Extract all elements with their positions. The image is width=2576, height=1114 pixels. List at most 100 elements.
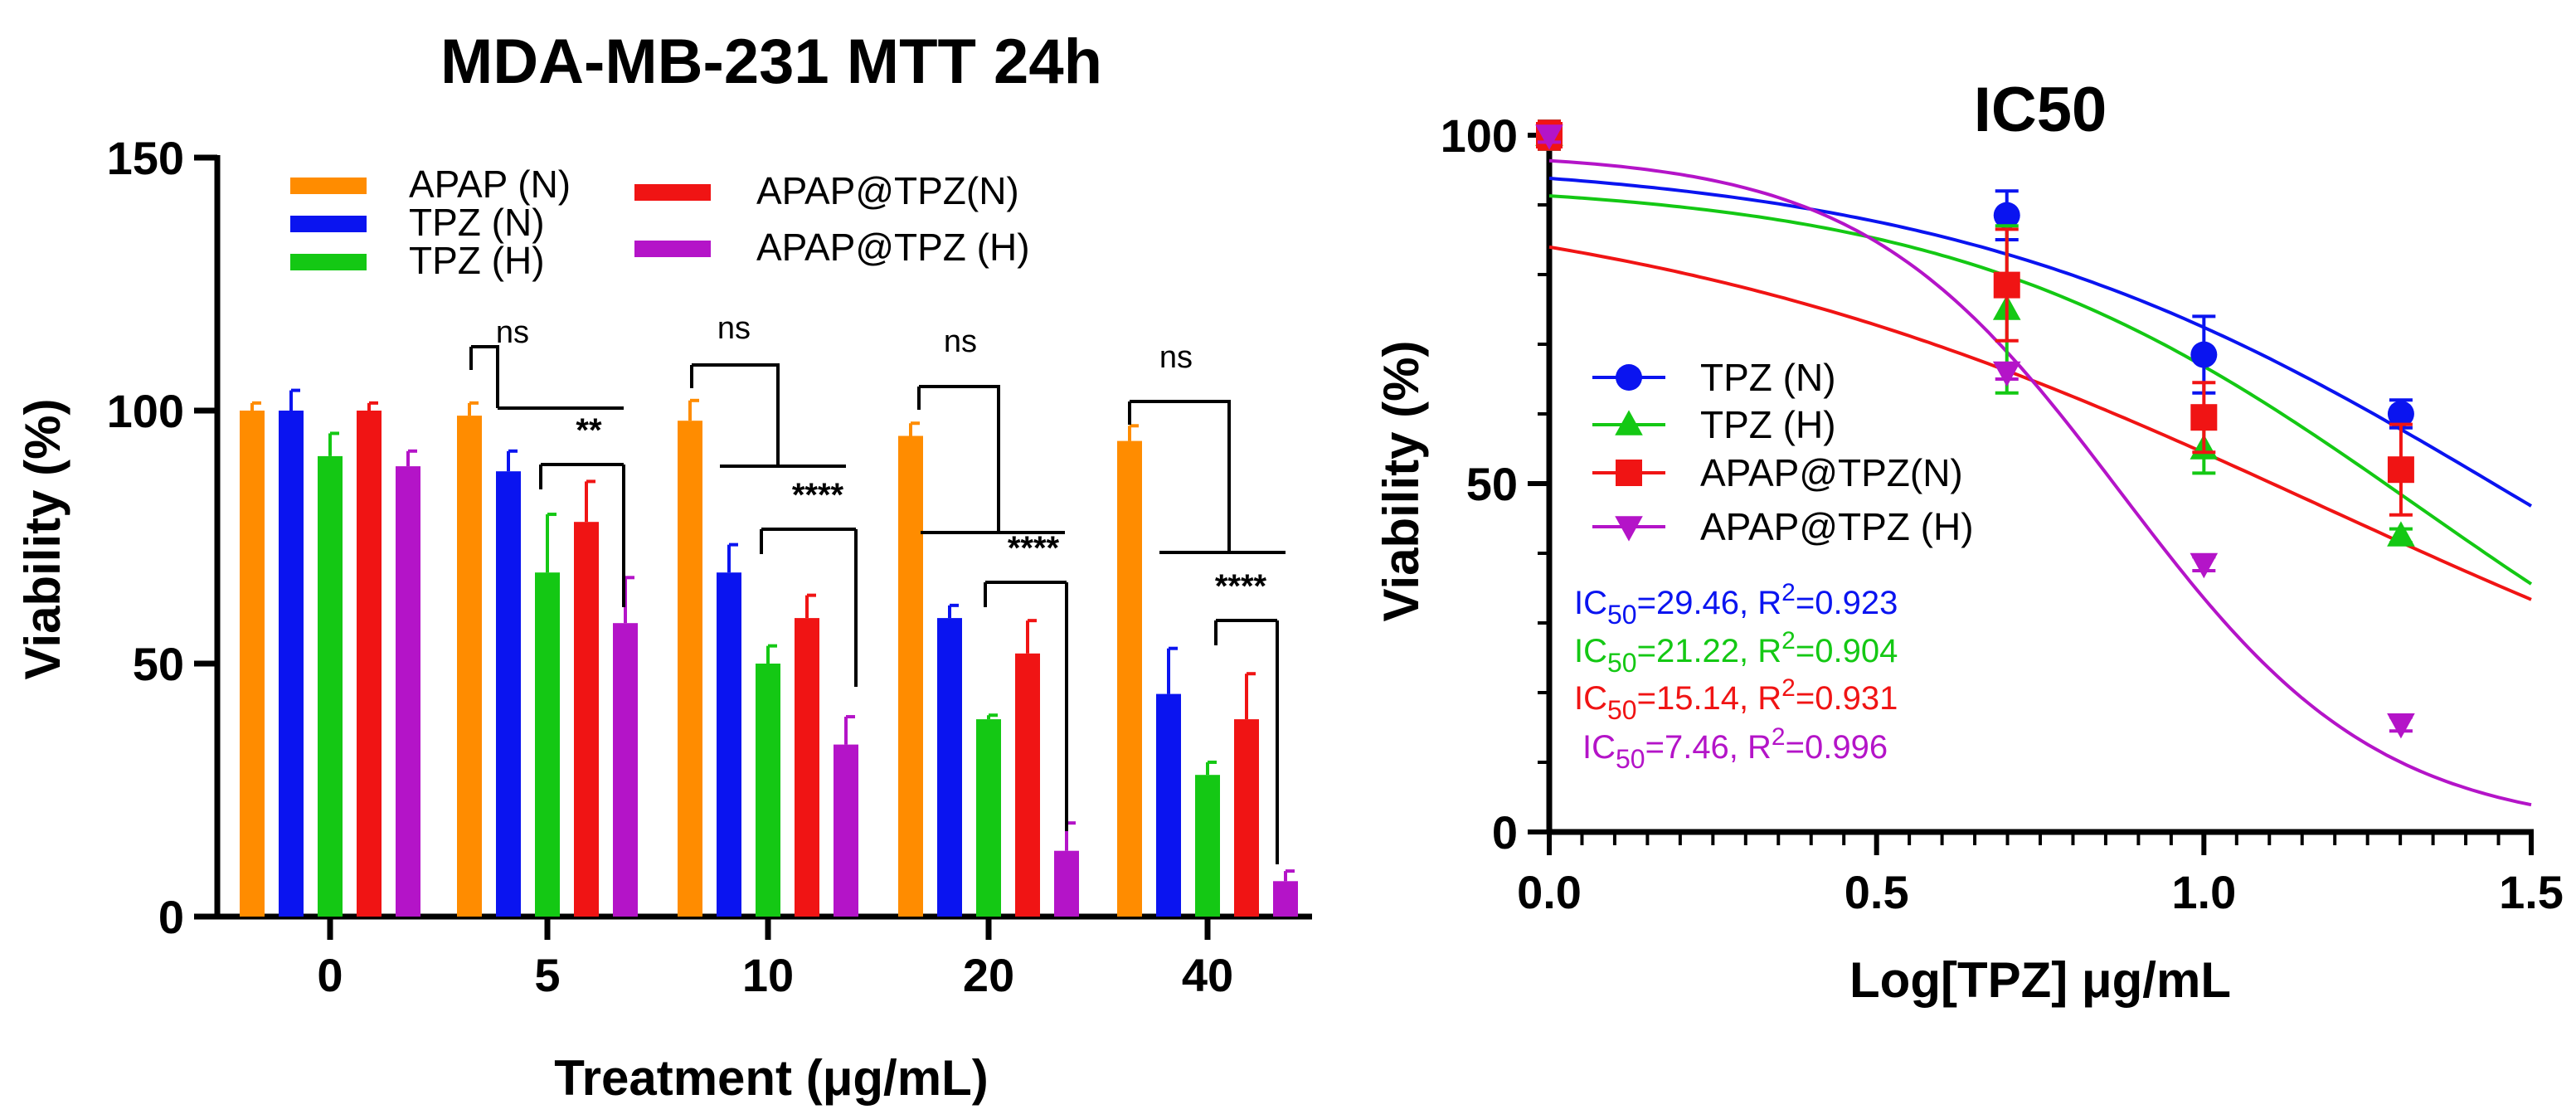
- fit-stat-superscript: 2: [1772, 723, 1786, 751]
- bar: [496, 471, 521, 917]
- bar: [1054, 850, 1079, 917]
- ic50-y-tick-label: 0: [1492, 806, 1518, 859]
- fit-stat-text: IC50=15.14, R2=0.931: [1574, 674, 1898, 725]
- bar-chart-legend: APAP (N)TPZ (N)TPZ (H) APAP@TPZ(N) APAP@TP…: [290, 163, 1030, 282]
- ic50-chart-points: [1535, 119, 2415, 739]
- fit-stat-subscript: 50: [1607, 600, 1637, 630]
- fit-stat-value: =7.46, R: [1645, 729, 1772, 766]
- bar: [574, 522, 599, 917]
- fit-stat-r2: =0.996: [1786, 729, 1888, 766]
- data-point: [1535, 124, 1563, 150]
- significance-label: ****: [792, 477, 844, 513]
- fit-stat-superscript: 2: [1781, 674, 1796, 702]
- fit-curve: [1548, 176, 2533, 508]
- significance-label: ns: [717, 311, 751, 346]
- fit-stat-superscript: 2: [1781, 579, 1796, 606]
- legend-swatch: [290, 254, 367, 270]
- fit-stat-r2: =0.904: [1796, 633, 1898, 669]
- bar: [396, 466, 420, 917]
- fit-curve: [1548, 158, 2532, 807]
- legend-label: APAP@TPZ (H): [1700, 505, 1974, 548]
- bar: [976, 719, 1001, 917]
- significance-label: **: [576, 412, 602, 449]
- bar-chart-ylabel: Viability (%): [15, 399, 70, 680]
- ic50-chart-ylabel: Viability (%): [1373, 341, 1429, 622]
- bar: [1234, 719, 1259, 917]
- legend-label: TPZ (H): [1700, 403, 1836, 446]
- ic50-chart-xlabel: Log[TPZ] μg/mL: [1849, 952, 2231, 1008]
- significance-bracket: [919, 385, 1000, 533]
- fit-stat-superscript: 2: [1781, 627, 1796, 654]
- bar-chart: MDA-MB-231 MTT 24h Treatment (μg/mL) Via…: [15, 27, 1312, 1106]
- bar: [457, 416, 482, 917]
- bar: [1156, 693, 1181, 917]
- fit-stat-prefix: IC: [1574, 680, 1607, 717]
- legend-label: APAP@TPZ(N): [756, 169, 1019, 212]
- bar-chart-title: MDA-MB-231 MTT 24h: [440, 27, 1102, 97]
- bar-x-tick-label: 5: [534, 949, 560, 1001]
- data-point: [1993, 271, 2020, 299]
- bar-x-tick-label: 20: [963, 949, 1014, 1001]
- data-point: [2387, 713, 2415, 739]
- legend-label: TPZ (N): [409, 201, 545, 244]
- ic50-x-tick-label: 1.5: [2499, 866, 2564, 918]
- ic50-y-tick-label: 50: [1466, 458, 1518, 510]
- bar: [717, 572, 741, 917]
- fit-stat-value: =21.22, R: [1637, 633, 1782, 669]
- bar: [1015, 653, 1040, 917]
- significance-bracket: [692, 363, 780, 466]
- significance-bracket: [1130, 400, 1231, 552]
- significance-label: ns: [496, 315, 529, 350]
- ic50-x-tick-label: 0.0: [1517, 866, 1582, 918]
- bar: [898, 435, 923, 917]
- legend-label: TPZ (H): [409, 239, 545, 282]
- fit-stat-r2: =0.931: [1796, 680, 1898, 717]
- significance-bracket: [471, 345, 499, 408]
- legend-label: TPZ (N): [1700, 356, 1836, 399]
- ic50-chart-axes: 0 50 100 0.0 0.5 1.0 1.5: [1441, 109, 2564, 918]
- bar: [1195, 775, 1220, 917]
- legend-label: APAP@TPZ(N): [1700, 451, 1963, 494]
- legend-label: APAP@TPZ (H): [756, 226, 1030, 269]
- data-point: [2387, 456, 2414, 484]
- bar-x-tick-label: 10: [742, 949, 794, 1001]
- legend-swatch: [634, 241, 711, 257]
- fit-stat-subscript: 50: [1607, 695, 1637, 725]
- significance-label: ****: [1215, 568, 1267, 605]
- bar: [240, 411, 265, 917]
- bar-y-tick-label: 50: [133, 638, 184, 690]
- ic50-y-tick-label: 100: [1441, 109, 1518, 162]
- significance-label: ns: [1159, 340, 1193, 375]
- data-point: [2387, 401, 2414, 427]
- fit-stat-prefix: IC: [1574, 585, 1607, 621]
- bar: [1273, 881, 1298, 917]
- data-point: [1616, 460, 1642, 486]
- fit-stat-subscript: 50: [1607, 648, 1637, 678]
- legend-swatch: [290, 216, 367, 232]
- bar-chart-annotations: ns ** ns **** ns **** ns ****: [469, 311, 1286, 864]
- data-point: [1616, 364, 1642, 391]
- bar: [318, 455, 343, 917]
- fit-stat-subscript: 50: [1616, 744, 1645, 774]
- fit-curve: [1548, 194, 2533, 586]
- bar: [1117, 440, 1142, 917]
- bar: [279, 411, 304, 917]
- significance-label: ****: [1008, 530, 1060, 567]
- fit-curve: [1548, 245, 2532, 601]
- data-point: [2190, 552, 2219, 579]
- ic50-chart-legend: TPZ (N)TPZ (H) APAP@TPZ(N) APAP@TPZ (H): [1592, 356, 1974, 548]
- bar: [357, 411, 382, 917]
- fit-stat-value: =29.46, R: [1637, 585, 1782, 621]
- data-point: [1615, 516, 1643, 542]
- data-point: [1992, 361, 2021, 387]
- legend-label: APAP (N): [409, 163, 571, 206]
- ic50-chart: IC50 Log[TPZ] μg/mL Viability (%) 050100…: [1373, 75, 2564, 1008]
- bar-x-tick-label: 0: [317, 949, 343, 1001]
- fit-stat-text: IC50=29.46, R2=0.923: [1574, 579, 1898, 630]
- ic50-x-tick-label: 1.0: [2171, 866, 2236, 918]
- legend-swatch: [634, 184, 711, 201]
- bar-y-tick-label: 0: [158, 891, 184, 943]
